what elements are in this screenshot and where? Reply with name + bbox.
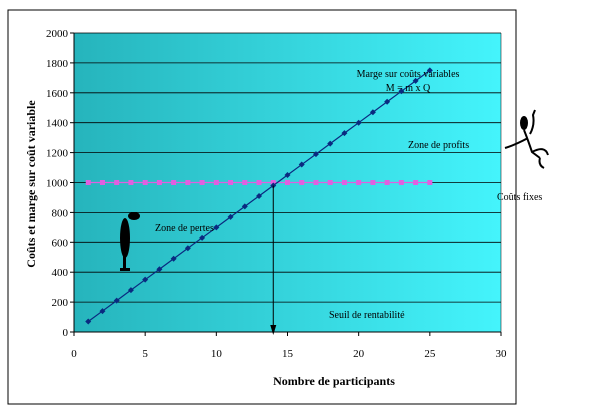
data-point-square xyxy=(213,180,219,185)
x-tick-label: 10 xyxy=(211,348,223,360)
data-point-square xyxy=(185,180,191,185)
data-point-square xyxy=(356,180,362,185)
y-tick-label: 0 xyxy=(63,327,69,339)
pertes-label: Zone de pertes xyxy=(155,223,214,234)
data-point-diamond xyxy=(341,130,348,137)
data-point-diamond xyxy=(156,266,163,273)
data-point-square xyxy=(99,180,105,185)
data-point-diamond xyxy=(241,203,248,210)
data-point-square xyxy=(370,180,376,185)
data-point-diamond xyxy=(213,224,220,231)
data-point-diamond xyxy=(284,172,291,179)
data-point-diamond xyxy=(355,119,362,126)
data-point-square xyxy=(413,180,419,185)
data-point-diamond xyxy=(312,151,319,158)
x-tick-label: 0 xyxy=(71,348,77,360)
y-tick-label: 200 xyxy=(52,297,69,309)
data-point-square xyxy=(341,180,347,185)
data-point-diamond xyxy=(298,161,305,168)
y-tick-label: 1600 xyxy=(46,88,69,100)
data-point-square xyxy=(85,180,91,185)
data-point-diamond xyxy=(384,98,391,105)
y-tick-label: 800 xyxy=(52,207,69,219)
x-tick-label: 15 xyxy=(282,348,294,360)
marge-label-2: M = m x Q xyxy=(386,83,431,94)
seuil-label: Seuil de rentabilité xyxy=(329,310,405,321)
fixes-label: Coûts fixes xyxy=(497,192,542,203)
happy-figure-icon xyxy=(504,109,549,169)
data-point-square xyxy=(171,180,177,185)
data-point-diamond xyxy=(142,276,149,283)
data-point-square xyxy=(299,180,305,185)
data-point-square xyxy=(114,180,120,185)
data-point-square xyxy=(398,180,404,185)
data-point-diamond xyxy=(184,245,191,252)
data-point-square xyxy=(156,180,162,185)
data-point-diamond xyxy=(99,308,106,315)
data-point-square xyxy=(199,180,205,185)
data-point-diamond xyxy=(369,109,376,116)
y-tick-label: 400 xyxy=(52,267,69,279)
data-point-square xyxy=(384,180,390,185)
data-point-square xyxy=(327,180,333,185)
x-tick-label: 20 xyxy=(353,348,365,360)
data-point-diamond xyxy=(398,88,405,95)
data-point-diamond xyxy=(170,255,177,262)
data-point-square xyxy=(427,180,433,185)
data-point-diamond xyxy=(113,297,120,304)
y-tick-label: 1200 xyxy=(46,148,69,160)
data-point-square xyxy=(285,180,290,185)
data-point-diamond xyxy=(199,234,206,241)
data-point-diamond xyxy=(256,192,263,199)
profits-label: Zone de profits xyxy=(408,140,469,151)
sad-figure-icon xyxy=(120,212,140,271)
data-point-square xyxy=(242,180,248,185)
x-axis-label: Nombre de participants xyxy=(273,374,395,388)
y-tick-label: 1800 xyxy=(46,58,69,70)
y-tick-label: 1400 xyxy=(46,118,69,130)
marge-label-1: Marge sur coûts variables xyxy=(357,69,460,80)
x-tick-label: 5 xyxy=(142,348,148,360)
data-point-diamond xyxy=(85,318,92,325)
data-point-square xyxy=(142,180,148,185)
data-point-square xyxy=(256,180,262,185)
break-even-arrowhead xyxy=(270,325,277,335)
data-point-diamond xyxy=(412,77,419,84)
x-tick-label: 30 xyxy=(496,348,508,360)
y-tick-label: 1000 xyxy=(46,178,69,190)
data-point-square xyxy=(313,180,319,185)
x-tick-label: 25 xyxy=(424,348,436,360)
data-point-diamond xyxy=(426,67,433,74)
y-axis-label: Coûts et marge sur coût variable xyxy=(24,100,38,268)
data-point-diamond xyxy=(327,140,334,147)
data-point-diamond xyxy=(227,213,234,220)
y-tick-label: 600 xyxy=(52,237,69,249)
data-point-diamond xyxy=(127,287,134,294)
y-tick-label: 2000 xyxy=(46,28,69,40)
data-point-square xyxy=(128,180,134,185)
data-point-square xyxy=(228,180,234,185)
